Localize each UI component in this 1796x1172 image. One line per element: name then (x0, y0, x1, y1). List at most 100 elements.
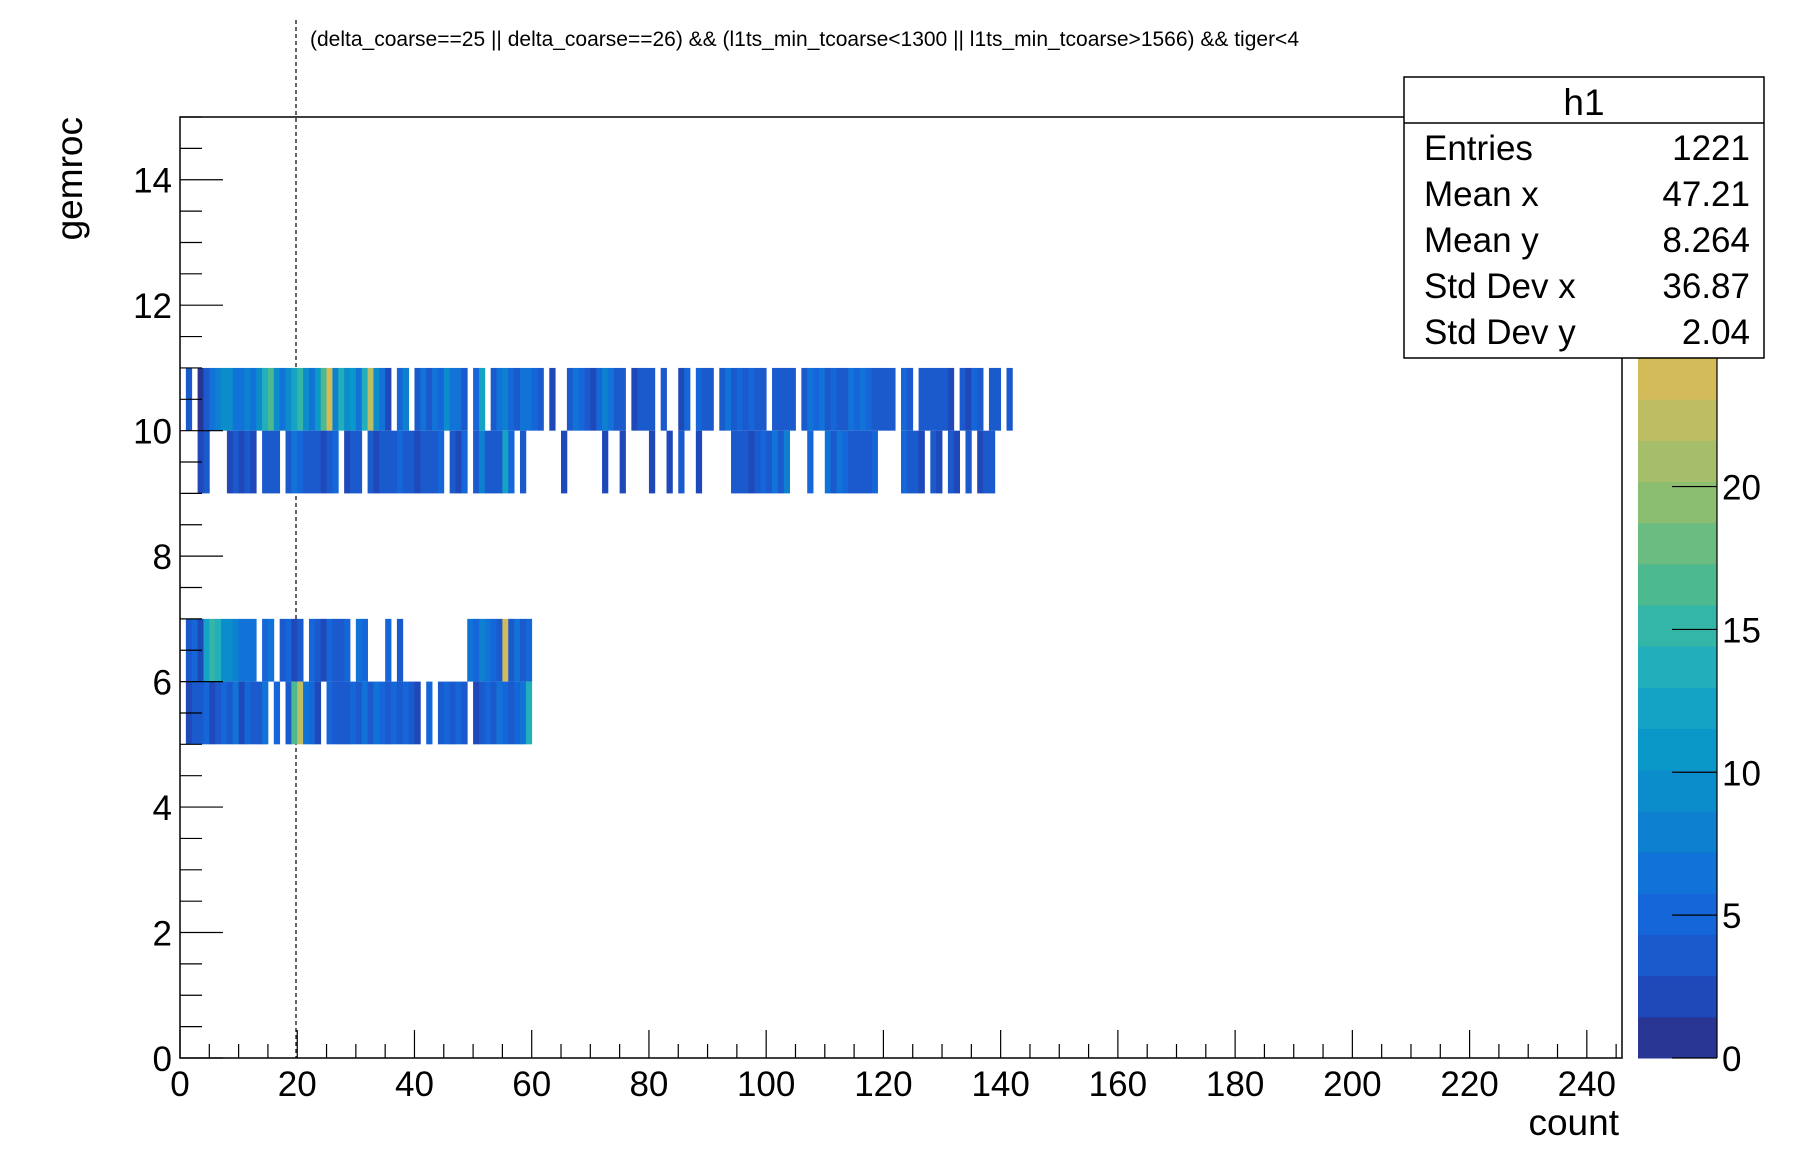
heatmap-cell (965, 430, 972, 494)
heatmap-cell (373, 367, 380, 431)
heatmap-cell (514, 367, 521, 431)
heatmap-cell (496, 681, 503, 745)
heatmap-cell (238, 681, 245, 745)
heatmap-cell (807, 367, 814, 431)
heatmap-cell (314, 430, 322, 494)
heatmap-cell (355, 430, 363, 494)
heatmap-cell (432, 430, 439, 494)
heatmap-cell (402, 681, 410, 745)
heatmap-cell (437, 681, 445, 745)
heatmap-cell (426, 681, 433, 745)
heatmap-cell (332, 681, 339, 745)
heatmap-cell (338, 681, 345, 745)
heatmap-cell (332, 367, 339, 431)
x-tick-label: 40 (395, 1065, 434, 1104)
heatmap-cell (525, 618, 533, 682)
heatmap-cell (238, 618, 245, 682)
heatmap-cell (215, 681, 222, 745)
x-tick-label: 220 (1440, 1065, 1498, 1104)
palette-band (1638, 934, 1717, 977)
palette-band (1638, 605, 1717, 647)
z-tick-label: 5 (1722, 897, 1741, 936)
heatmap-cell (262, 430, 269, 494)
heatmap-cell (332, 618, 339, 682)
stats-box: h1 Entries 1221 Mean x 47.21 Mean y 8.264 Std … (1403, 76, 1765, 359)
stats-label: Entries (1424, 129, 1533, 168)
heatmap-cell (385, 618, 392, 682)
heatmap-cell (238, 367, 245, 431)
heatmap-cell (807, 430, 814, 494)
y-tick-label: 6 (153, 664, 172, 703)
z-axis: 0 5 10 15 20 (1672, 358, 1761, 1079)
x-tick-label: 140 (971, 1065, 1029, 1104)
heatmap-cell (414, 681, 421, 745)
heatmap-cell (584, 367, 591, 431)
heatmap-cell (232, 681, 240, 745)
heatmap-cells (185, 367, 1013, 745)
heatmap-cell (297, 681, 304, 745)
heatmap-cell (666, 430, 673, 494)
heatmap-cell (402, 367, 410, 431)
heatmap-cell (549, 367, 556, 431)
x-tick-label: 0 (170, 1065, 189, 1104)
heatmap-cell (748, 430, 755, 494)
heatmap-cell (596, 367, 603, 431)
heatmap-cell (385, 367, 392, 431)
stats-title: h1 (1563, 82, 1604, 123)
heatmap-cell (777, 430, 785, 494)
heatmap-cell (519, 618, 527, 682)
heatmap-cell (396, 618, 404, 682)
heatmap-cell (449, 430, 456, 494)
x-tick-label: 120 (854, 1065, 912, 1104)
heatmap-cell (432, 367, 439, 431)
heatmap-cell (326, 367, 333, 431)
heatmap-cell (496, 367, 503, 431)
heatmap-cell (426, 430, 433, 494)
heatmap-cell (291, 430, 298, 494)
heatmap-cell (426, 367, 433, 431)
heatmap-cell (308, 618, 316, 682)
heatmap-cell (326, 681, 333, 745)
heatmap-cell (772, 430, 779, 494)
heatmap-cell (349, 367, 357, 431)
heatmap-cell (221, 618, 228, 682)
heatmap-cell (303, 367, 310, 431)
heatmap-cell (320, 430, 327, 494)
heatmap-cell (461, 681, 468, 745)
heatmap-cell (308, 430, 316, 494)
heatmap-cell (947, 367, 955, 431)
heatmap-cell (238, 430, 245, 494)
heatmap-cell (566, 367, 574, 431)
heatmap-cell (736, 367, 744, 431)
heatmap-cell (731, 367, 738, 431)
heatmap-cell (455, 367, 462, 431)
palette-band (1638, 358, 1717, 400)
heatmap-cell (285, 430, 292, 494)
heatmap-cell (391, 681, 398, 745)
heatmap-cell (490, 681, 497, 745)
x-axis: 0 20 40 60 80 100 120 140 160 180 200 220 240 (170, 1030, 1617, 1104)
heatmap-cell (455, 681, 462, 745)
heatmap-cell (695, 430, 703, 494)
heatmap-cell (760, 367, 767, 431)
y-tick-label: 4 (153, 789, 172, 828)
heatmap-cell (842, 367, 849, 431)
heatmap-cell (332, 430, 339, 494)
heatmap-cell (320, 618, 327, 682)
heatmap-cell (772, 367, 779, 431)
heatmap-cell (443, 367, 451, 431)
stats-label: Mean x (1424, 175, 1539, 214)
stats-label: Mean y (1424, 221, 1539, 260)
heatmap-cell (725, 367, 732, 431)
heatmap-cell (701, 367, 708, 431)
heatmap-cell (256, 681, 263, 745)
heatmap-cell (361, 681, 368, 745)
heatmap-cell (267, 430, 275, 494)
heatmap-cell (314, 367, 322, 431)
heatmap-cell (385, 430, 392, 494)
y-tick-label: 2 (153, 915, 172, 954)
heatmap-cell (279, 367, 286, 431)
heatmap-cell (918, 367, 925, 431)
heatmap-cell (678, 367, 685, 431)
heatmap-cell (508, 367, 515, 431)
